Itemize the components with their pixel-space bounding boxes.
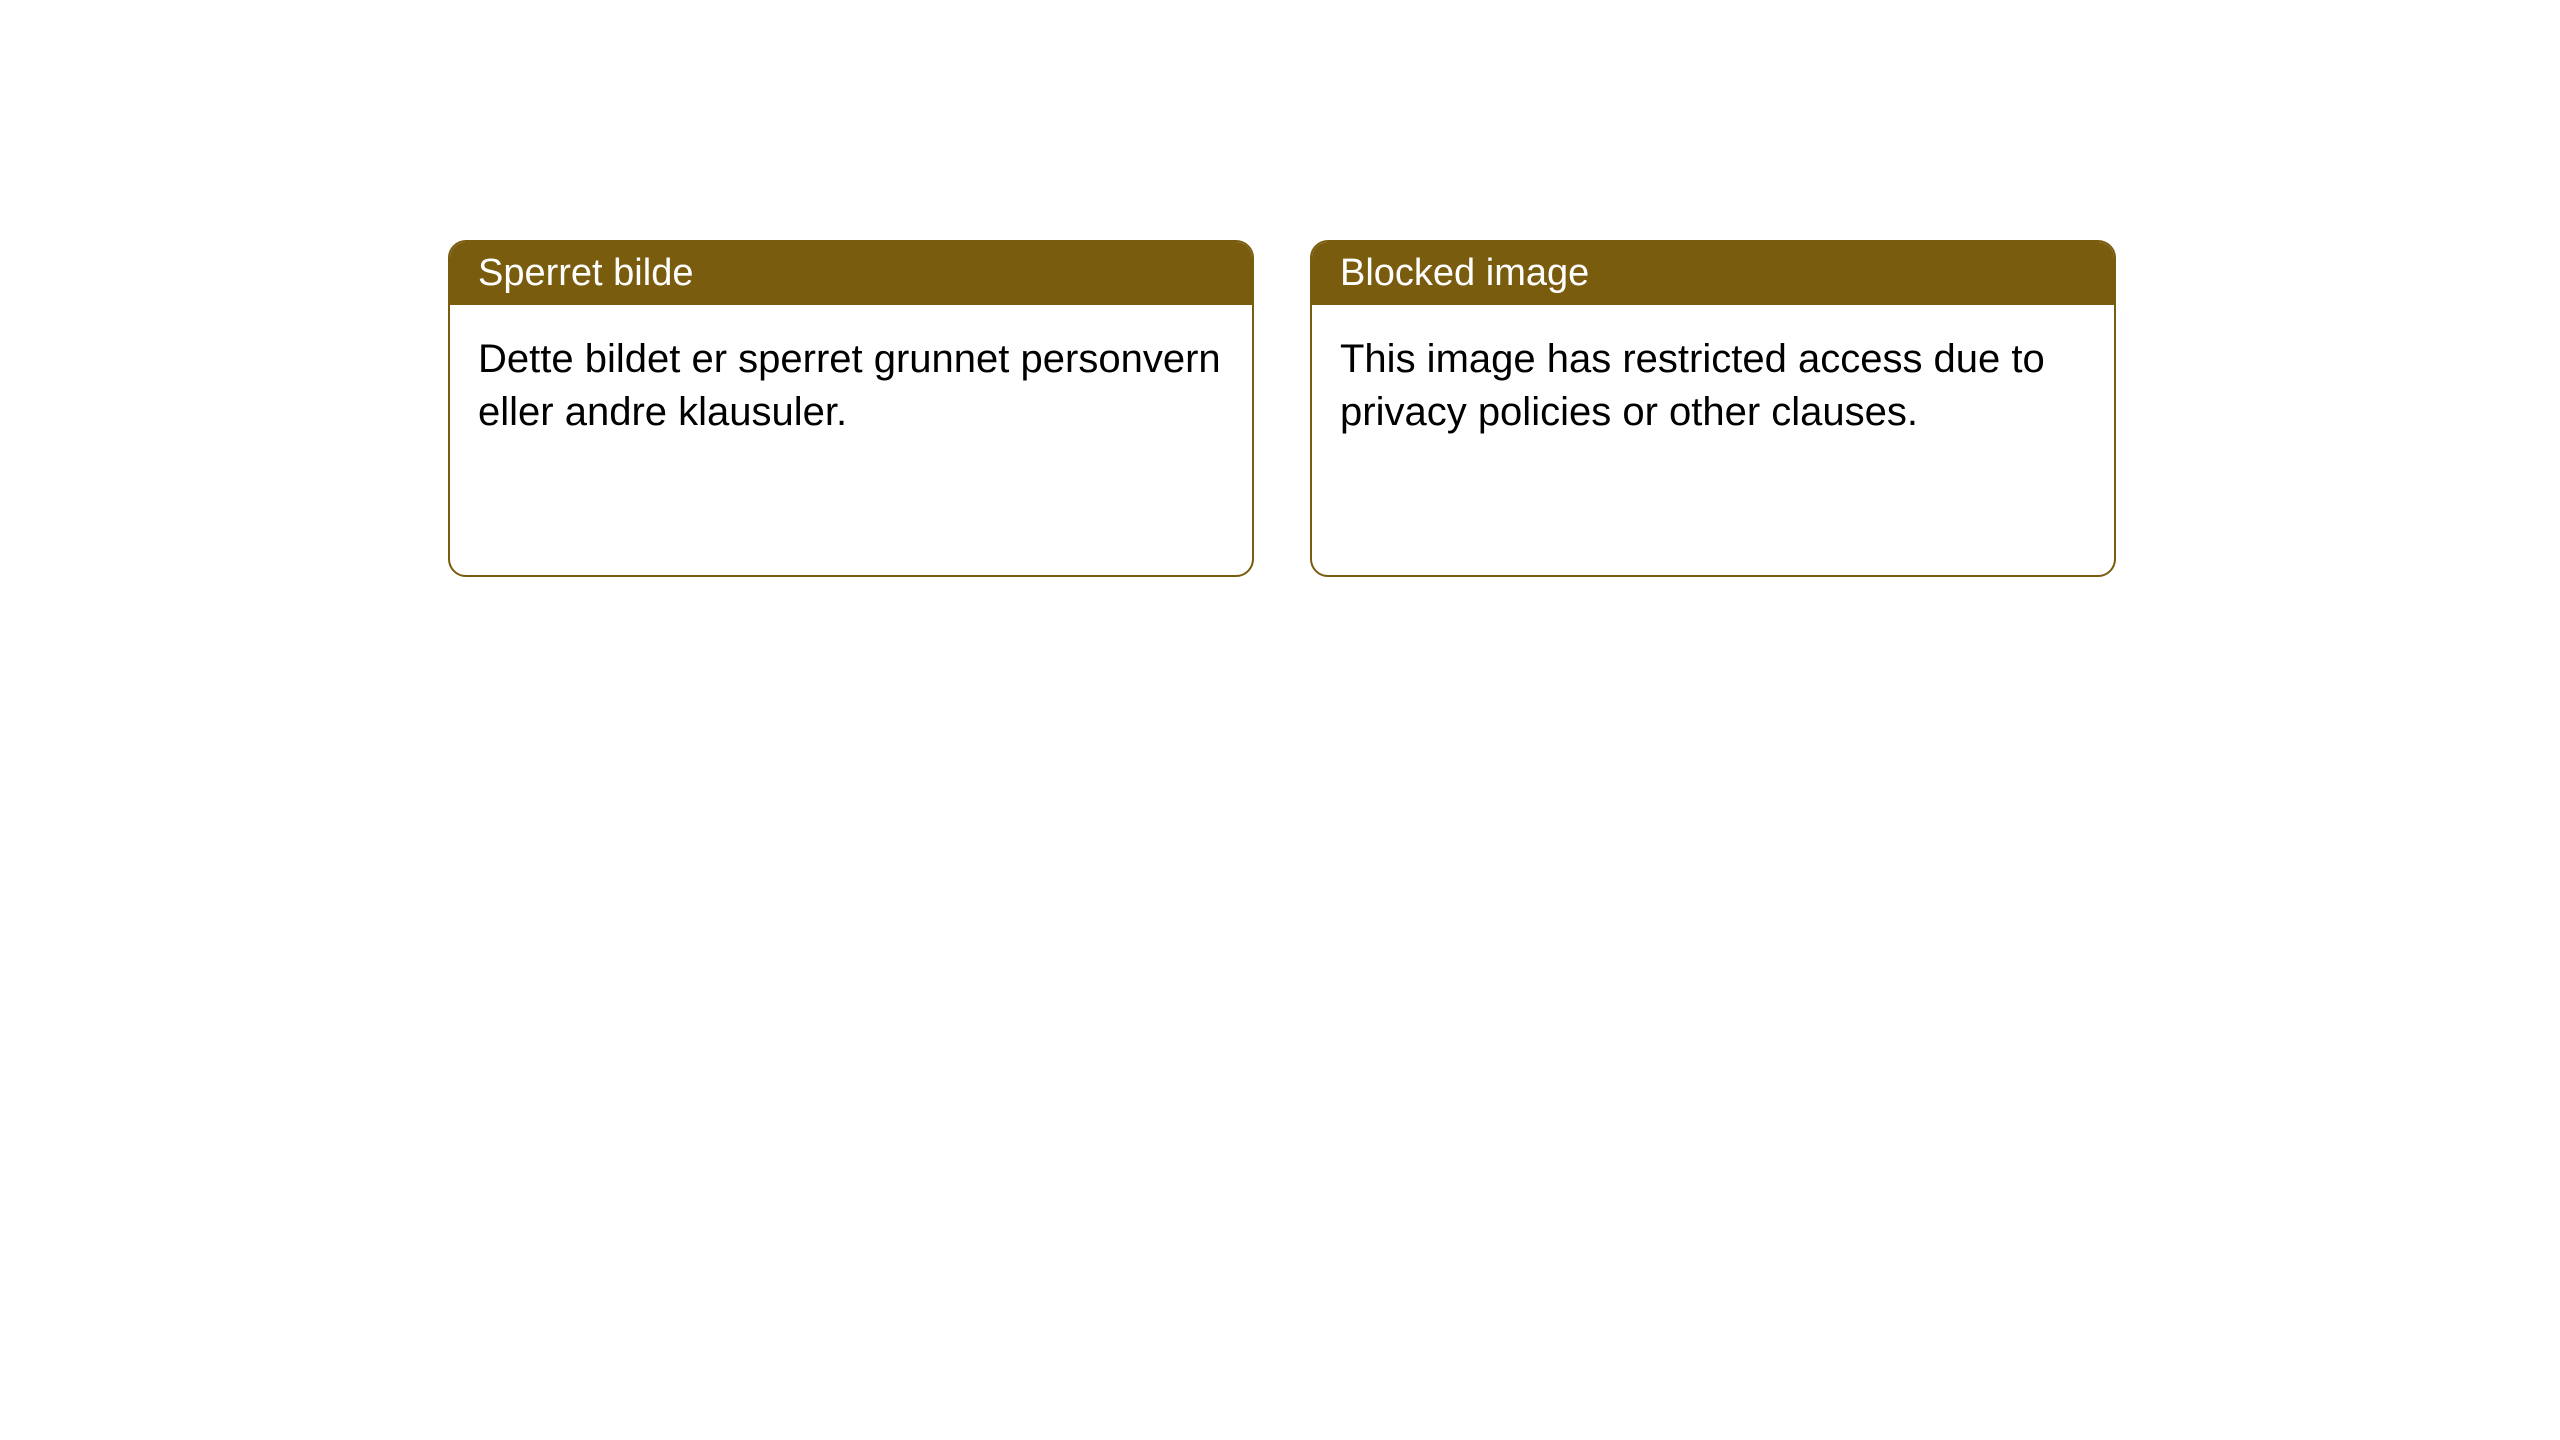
notice-card-norwegian: Sperret bilde Dette bildet er sperret gr… <box>448 240 1254 577</box>
card-body-norwegian: Dette bildet er sperret grunnet personve… <box>450 305 1252 575</box>
card-body-english: This image has restricted access due to … <box>1312 305 2114 575</box>
card-title: Blocked image <box>1340 252 1589 294</box>
card-title: Sperret bilde <box>478 252 693 294</box>
card-header-norwegian: Sperret bilde <box>450 242 1252 305</box>
notice-cards-container: Sperret bilde Dette bildet er sperret gr… <box>448 240 2116 577</box>
notice-card-english: Blocked image This image has restricted … <box>1310 240 2116 577</box>
card-header-english: Blocked image <box>1312 242 2114 305</box>
card-body-text: Dette bildet er sperret grunnet personve… <box>478 337 1221 434</box>
card-body-text: This image has restricted access due to … <box>1340 337 2045 434</box>
